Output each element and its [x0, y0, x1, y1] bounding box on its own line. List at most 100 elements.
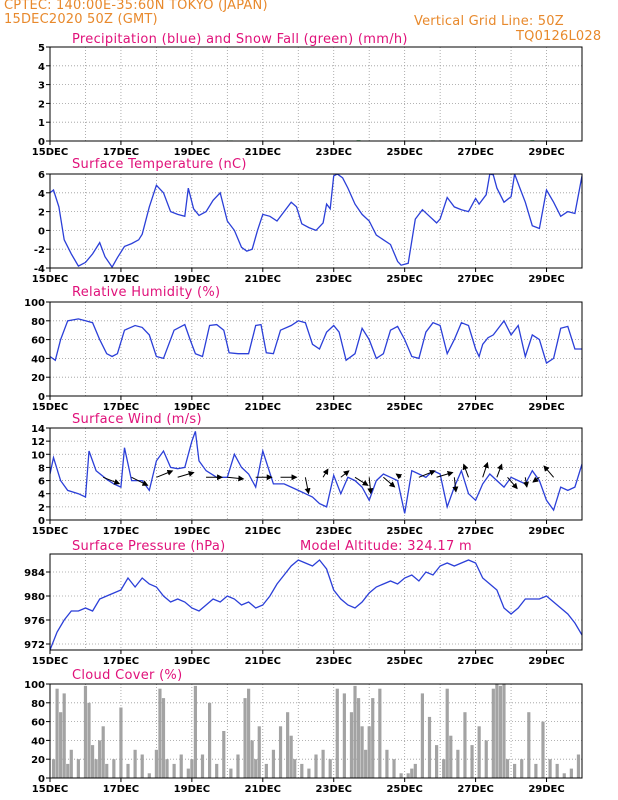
cloud-cover-bar	[569, 768, 573, 778]
cloud-cover-bar	[562, 773, 566, 778]
cloud-cover-bar	[399, 773, 403, 778]
x-tick-label: 25DEC	[386, 147, 422, 158]
x-tick-label: 25DEC	[386, 526, 422, 537]
y-tick-label: 6	[38, 170, 45, 181]
cloud-cover-bar	[413, 763, 417, 778]
cloud-cover-bar	[353, 685, 357, 778]
wind-arrow	[523, 477, 529, 488]
cloud-cover-bar	[520, 759, 524, 778]
cloud-cover-bar	[236, 754, 240, 778]
cloud-cover-bar	[51, 759, 56, 778]
y-tick-label: 984	[24, 568, 45, 579]
panel-title: Surface Pressure (hPa)	[72, 539, 226, 554]
x-tick-label: 15DEC	[32, 274, 68, 285]
y-tick-label: -4	[34, 264, 45, 275]
cloud-cover-bar	[555, 763, 559, 778]
cloud-cover-bar	[147, 773, 151, 778]
wind-arrow	[383, 476, 396, 488]
wind-arrow	[227, 475, 245, 482]
x-tick-label: 29DEC	[528, 526, 564, 537]
cloud-cover-bar	[360, 726, 364, 778]
y-tick-label: 4	[38, 189, 45, 200]
cloud-cover-bar	[90, 745, 95, 778]
cloud-cover-bar	[477, 726, 481, 778]
cloud-cover-bar	[576, 754, 581, 778]
cloud-cover-bar	[222, 731, 226, 778]
cloud-cover-bar	[247, 688, 251, 778]
cloud-cover-bar	[254, 759, 258, 778]
y-tick-label: 4	[38, 490, 45, 501]
cloud-cover-bar	[410, 768, 414, 778]
header-line-2: 15DEC2020 50Z (GMT)	[4, 12, 158, 27]
cloud-cover-bar	[328, 759, 332, 778]
x-tick-label: 29DEC	[528, 656, 564, 667]
cloud-cover-bar	[491, 688, 495, 778]
panel-2: -4 -2 0 2 4 6 15DEC 17DEC 19DEC 21DEC 23DEC 25DEC 27…	[32, 157, 583, 285]
cloud-cover-bar	[548, 759, 552, 778]
y-tick-label: 0	[38, 516, 45, 527]
y-tick-label: 976	[24, 616, 45, 627]
cloud-cover-bar	[158, 688, 162, 778]
y-tick-label: 980	[24, 592, 45, 603]
panel-title: Surface Wind (m/s)	[72, 412, 202, 427]
x-tick-label: 21DEC	[245, 274, 281, 285]
cloud-cover-bar	[55, 688, 59, 778]
cloud-cover-bar	[307, 768, 311, 778]
y-tick-label: 60	[31, 718, 45, 729]
cloud-cover-bar	[420, 693, 424, 778]
cloud-cover-bar	[101, 726, 105, 778]
y-tick-label: 2	[38, 208, 45, 219]
cloud-cover-bar	[94, 759, 98, 778]
wind-arrow	[418, 469, 436, 478]
cloud-cover-bar	[172, 763, 176, 778]
x-tick-label: 23DEC	[316, 147, 352, 158]
cloud-cover-bar	[59, 712, 63, 778]
wind-arrow	[543, 465, 555, 478]
cloud-cover-bar	[69, 749, 73, 778]
wind-arrow	[436, 471, 454, 478]
cloud-cover-bar	[335, 688, 339, 778]
wind-arrow	[462, 463, 469, 478]
cloud-cover-bar	[513, 763, 517, 778]
cloud-cover-bar	[356, 698, 361, 778]
cloud-cover-bar	[140, 754, 144, 778]
cloud-cover-bar	[76, 759, 80, 778]
panel-1: 0 1 2 3 4 5 15DEC 17DEC 19DEC 21DEC 23DEC 25DEC 27DE…	[32, 32, 583, 158]
cloud-cover-bar	[406, 773, 410, 778]
y-tick-label: 3	[38, 81, 45, 92]
cloud-cover-bar	[427, 716, 432, 778]
cloud-cover-bar	[98, 740, 102, 778]
cloud-cover-bar	[527, 712, 531, 778]
y-tick-label: 0	[38, 774, 45, 785]
wind-arrow	[496, 463, 503, 478]
cloud-cover-bar	[445, 688, 449, 778]
cloud-cover-bar	[119, 707, 123, 778]
wind-arrow	[304, 477, 311, 495]
cloud-cover-bar	[62, 693, 66, 778]
cloud-cover-bar	[165, 759, 169, 778]
y-tick-label: 12	[31, 437, 45, 448]
cloud-cover-bar	[300, 763, 304, 778]
x-tick-label: 27DEC	[457, 656, 493, 667]
cloud-cover-bar	[502, 684, 506, 778]
cloud-cover-bar	[367, 726, 371, 778]
wind-arrow	[507, 476, 518, 490]
series-line	[50, 318, 582, 365]
x-tick-label: 17DEC	[103, 526, 139, 537]
cloud-cover-bar	[229, 768, 233, 778]
cloud-cover-bar	[133, 749, 137, 778]
cloud-cover-bar	[193, 685, 198, 778]
cloud-cover-bar	[321, 749, 325, 778]
x-tick-label: 17DEC	[103, 784, 139, 795]
cloud-cover-bar	[271, 749, 276, 778]
x-tick-label: 27DEC	[457, 147, 493, 158]
x-tick-label: 19DEC	[174, 784, 210, 795]
y-tick-label: 40	[31, 354, 45, 365]
cloud-cover-bar	[190, 759, 194, 778]
cloud-cover-bar	[434, 745, 439, 778]
panel-6: 0 20 40 60 80 100 15DEC 17DEC 19DEC 21DEC 23DEC 25D…	[24, 668, 583, 795]
cloud-cover-bar	[289, 735, 293, 778]
cloud-cover-bar	[505, 759, 510, 778]
x-tick-label: 27DEC	[457, 526, 493, 537]
